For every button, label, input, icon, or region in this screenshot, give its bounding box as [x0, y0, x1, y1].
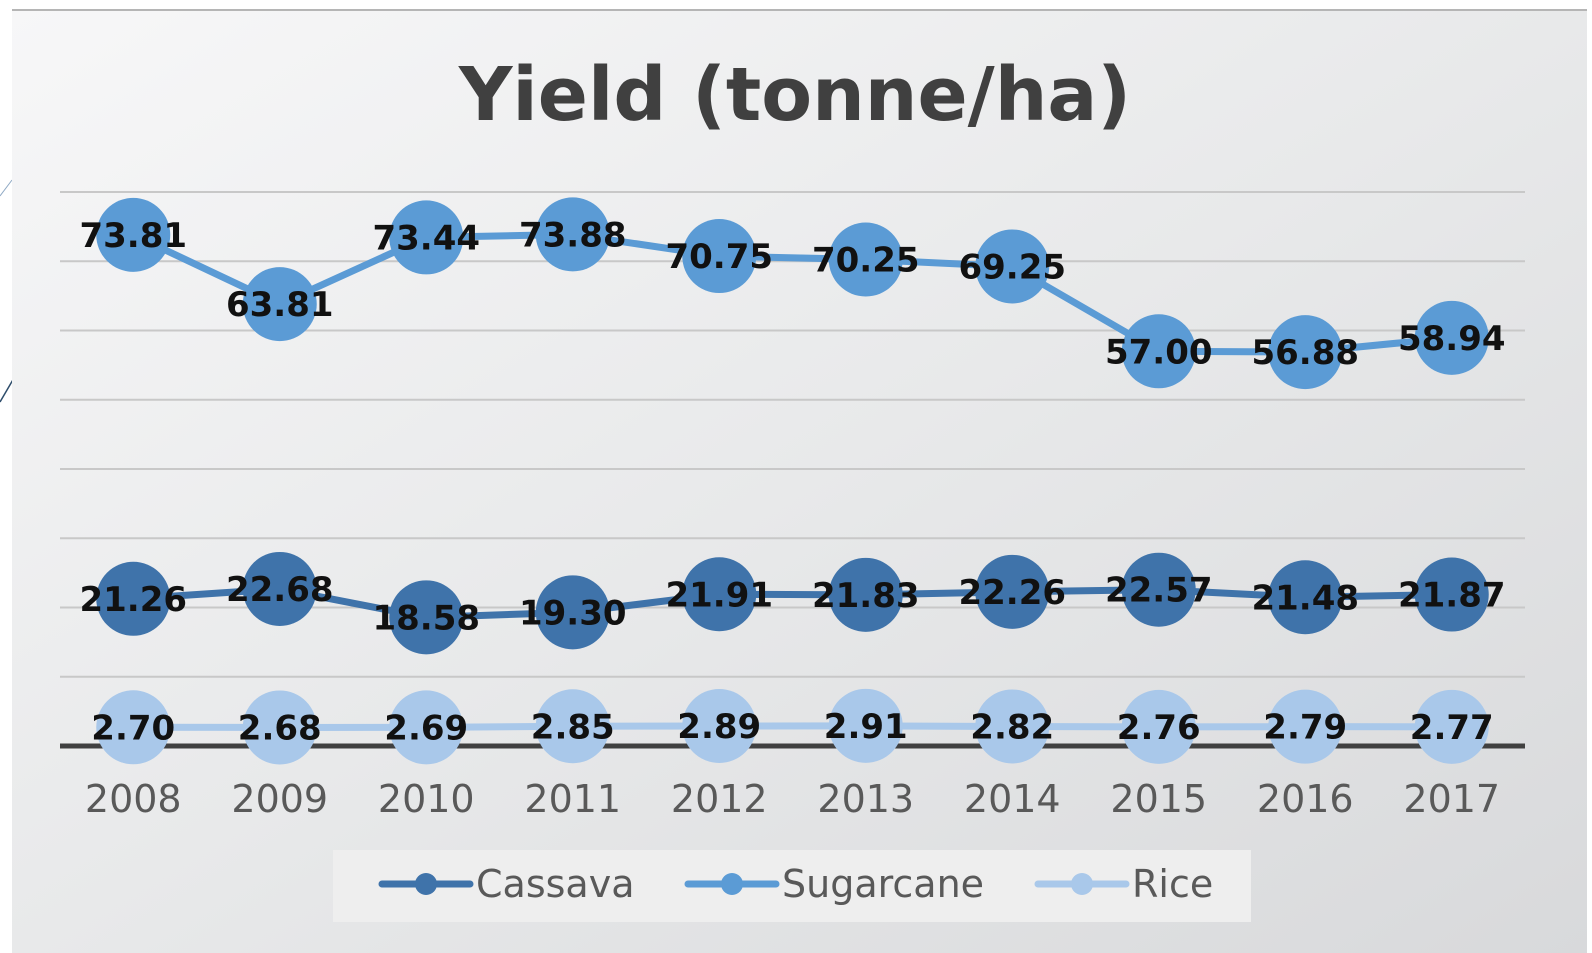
data-point-sugarcane: [1268, 315, 1343, 390]
x-tick-label: 2012: [671, 777, 768, 821]
data-point-sugarcane: [1121, 314, 1196, 389]
legend-swatch-marker: [415, 873, 437, 895]
data-label-cassava: 21.48: [1251, 578, 1359, 618]
data-point-cassava: [1268, 560, 1343, 635]
data-label-cassava: 18.58: [372, 598, 480, 638]
legend-swatch-marker: [1071, 873, 1093, 895]
data-point-rice: [1414, 689, 1489, 764]
data-label-sugarcane: 70.25: [812, 241, 920, 281]
data-point-cassava: [1121, 552, 1196, 627]
data-label-rice: 2.70: [91, 708, 175, 748]
data-point-rice: [389, 690, 464, 765]
data-point-sugarcane: [682, 219, 757, 294]
data-label-cassava: 21.87: [1398, 576, 1506, 616]
x-tick-label: 2010: [378, 777, 475, 821]
data-label-sugarcane: 56.88: [1251, 333, 1359, 373]
data-label-sugarcane: 73.81: [79, 216, 187, 256]
data-point-rice: [1268, 689, 1343, 764]
x-tick-label: 2013: [817, 777, 914, 821]
data-label-sugarcane: 70.75: [665, 237, 773, 277]
data-point-rice: [975, 689, 1050, 764]
series-layer: [96, 197, 1489, 765]
data-label-cassava: 21.91: [665, 575, 773, 615]
data-point-sugarcane: [828, 222, 903, 297]
data-point-sugarcane: [96, 197, 171, 272]
data-point-cassava: [975, 554, 1050, 629]
data-point-cassava: [242, 551, 317, 626]
series-sugarcane: [96, 197, 1489, 390]
data-label-cassava: 21.83: [812, 576, 920, 616]
data-label-rice: 2.89: [677, 707, 761, 747]
data-point-rice: [682, 688, 757, 763]
x-tick-label: 2014: [964, 777, 1061, 821]
series-line-cassava: [129, 585, 1456, 621]
data-point-cassava: [828, 557, 903, 632]
x-tick-label: 2008: [85, 777, 182, 821]
data-label-rice: 2.68: [238, 708, 322, 748]
slide-edge-line-light: [0, 179, 13, 197]
data-point-cassava: [682, 557, 757, 632]
data-point-sugarcane: [389, 200, 464, 275]
series-cassava: [96, 551, 1489, 655]
data-label-rice: 2.79: [1263, 708, 1347, 748]
data-label-sugarcane: 58.94: [1398, 319, 1506, 359]
data-label-sugarcane: 73.88: [519, 215, 627, 255]
series-line-sugarcane: [129, 230, 1456, 356]
chart-background: [12, 10, 1587, 953]
data-label-rice: 2.91: [824, 707, 908, 747]
legend-label: Rice: [1132, 862, 1213, 906]
x-tick-label: 2015: [1110, 777, 1207, 821]
data-point-cassava: [1414, 557, 1489, 632]
data-point-cassava: [389, 580, 464, 655]
data-label-sugarcane: 57.00: [1105, 332, 1213, 372]
legend-item-cassava: Cassava: [378, 862, 634, 906]
slide-edge-line: [0, 377, 15, 403]
data-label-rice: 2.69: [384, 708, 468, 748]
data-labels: 21.26 22.68 18.58 19.30 21.91 21.83 22.26 22.57…: [79, 215, 1505, 748]
data-label-sugarcane: 69.25: [958, 247, 1066, 287]
legend-item-sugarcane: Sugarcane: [684, 862, 984, 906]
data-point-rice: [1121, 689, 1196, 764]
data-point-sugarcane: [535, 197, 610, 272]
data-point-cassava: [535, 575, 610, 650]
legend-label: Cassava: [476, 862, 634, 906]
x-tick-label: 2016: [1257, 777, 1354, 821]
x-tick-label: 2017: [1403, 777, 1500, 821]
data-label-cassava: 19.30: [519, 593, 627, 633]
data-label-sugarcane: 73.44: [372, 218, 480, 258]
data-point-sugarcane: [975, 229, 1050, 304]
data-label-cassava: 22.26: [958, 573, 1066, 613]
data-point-sugarcane: [1414, 300, 1489, 375]
data-label-rice: 2.77: [1410, 708, 1494, 748]
legend-label: Sugarcane: [782, 862, 984, 906]
data-point-cassava: [96, 561, 171, 636]
series-rice: [96, 688, 1489, 765]
data-point-rice: [535, 689, 610, 764]
data-point-rice: [828, 688, 903, 763]
data-point-rice: [242, 690, 317, 765]
data-point-rice: [96, 690, 171, 765]
data-label-rice: 2.76: [1117, 708, 1201, 748]
data-point-sugarcane: [242, 267, 317, 342]
data-label-cassava: 22.68: [226, 570, 334, 610]
data-label-rice: 2.82: [970, 707, 1054, 747]
data-label-rice: 2.85: [531, 707, 615, 747]
x-tick-label: 2009: [231, 777, 328, 821]
data-label-cassava: 21.26: [79, 580, 187, 620]
legend-item-rice: Rice: [1034, 862, 1213, 906]
chart-title: Yield (tonne/ha): [458, 52, 1131, 138]
legend: Cassava Sugarcane Rice: [378, 862, 1213, 906]
x-tick-label: 2011: [524, 777, 621, 821]
data-label-sugarcane: 63.81: [226, 285, 334, 325]
legend-swatch-marker: [721, 873, 743, 895]
data-label-cassava: 22.57: [1105, 571, 1213, 611]
series-line-rice: [129, 722, 1456, 731]
